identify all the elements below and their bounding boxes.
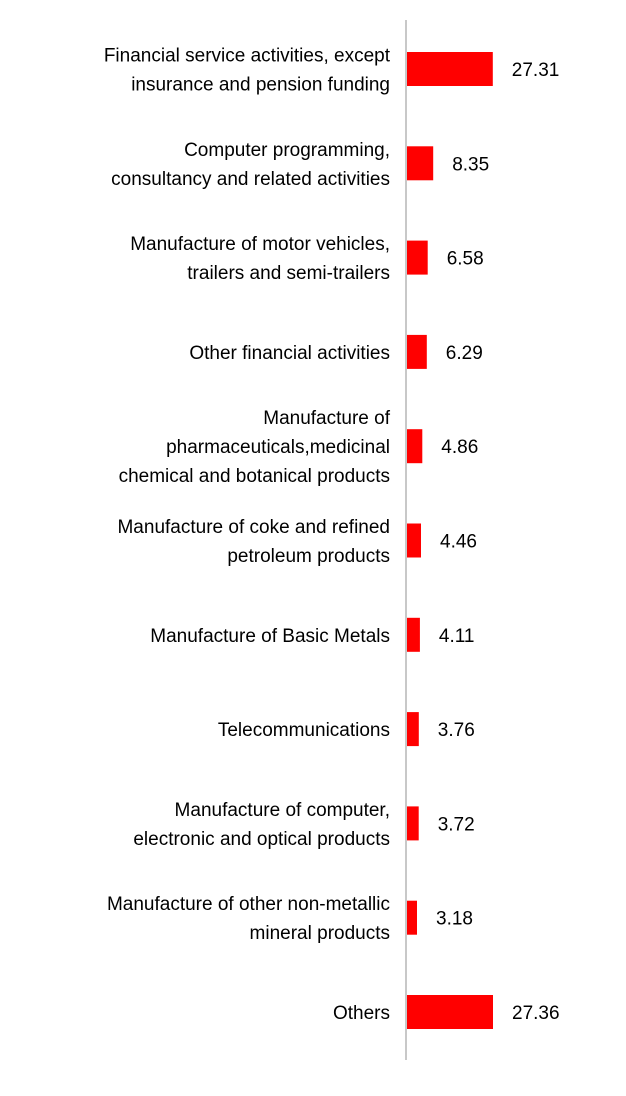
category-label-0-line-0: Financial service activities, except [104, 46, 391, 67]
category-label-9-line-1: mineral products [250, 923, 390, 944]
bar-10 [407, 995, 493, 1029]
bar-3 [407, 334, 427, 369]
value-label-9: 3.18 [436, 909, 473, 930]
value-label-6: 4.11 [439, 626, 475, 647]
category-label-0-line-1: insurance and pension funding [131, 75, 390, 96]
bar-8 [407, 806, 419, 841]
bar-1 [407, 146, 434, 181]
category-label-3-line-0: Other financial activities [189, 343, 390, 364]
value-label-8: 3.72 [438, 814, 475, 835]
bar-6 [407, 617, 420, 652]
bar-7 [407, 712, 419, 747]
bar-0 [407, 52, 493, 86]
category-label-1-line-0: Computer programming, [184, 140, 390, 161]
category-label-8-line-1: electronic and optical products [133, 829, 390, 850]
bar-5 [407, 523, 421, 558]
category-label-4-line-1: pharmaceuticals,medicinal [166, 437, 390, 458]
category-label-10-line-0: Others [333, 1003, 390, 1024]
value-label-4: 4.86 [441, 437, 478, 458]
category-label-6-line-0: Manufacture of Basic Metals [150, 626, 390, 647]
category-label-8-line-0: Manufacture of computer, [175, 800, 390, 821]
category-label-2-line-1: trailers and semi-trailers [187, 263, 390, 284]
value-label-7: 3.76 [438, 720, 475, 741]
category-label-4-line-0: Manufacture of [263, 408, 390, 429]
value-label-2: 6.58 [447, 249, 484, 270]
category-label-5-line-0: Manufacture of coke and refined [117, 517, 390, 538]
bars-group [407, 52, 493, 1029]
bar-9 [407, 900, 417, 935]
value-label-5: 4.46 [440, 532, 477, 553]
value-label-10: 27.36 [512, 1003, 560, 1024]
category-labels-group: Financial service activities, except insu… [104, 46, 391, 1025]
category-label-1-line-1: consultancy and related activities [111, 169, 390, 190]
value-label-1: 8.35 [452, 154, 489, 175]
bar-2 [407, 240, 428, 275]
value-label-0: 27.31 [512, 60, 560, 81]
category-label-5-line-1: petroleum products [227, 546, 390, 567]
category-label-7-line-0: Telecommunications [218, 720, 390, 741]
category-label-9-line-0: Manufacture of other non-metallic [107, 894, 390, 915]
value-label-3: 6.29 [446, 343, 483, 364]
category-label-2-line-0: Manufacture of motor vehicles, [130, 234, 390, 255]
category-label-4-line-2: chemical and botanical products [119, 466, 390, 487]
value-labels-group: 27.31 8.35 6.58 6.29 4.86 4.46 4.11 3.76 3.72 3.1… [436, 60, 560, 1024]
bar-4 [407, 429, 423, 464]
